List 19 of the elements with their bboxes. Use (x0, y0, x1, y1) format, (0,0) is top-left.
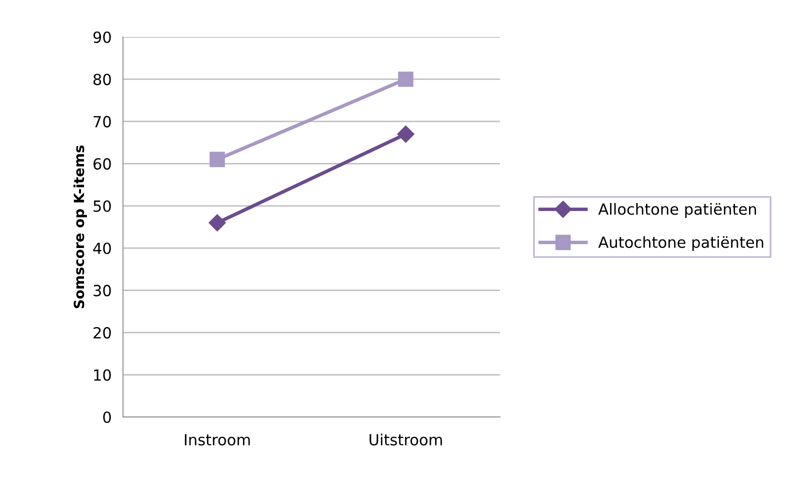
y-tick-label: 30 (94, 284, 111, 296)
y-tick-label: 0 (103, 411, 111, 424)
point (210, 152, 225, 168)
y-tick-label: 50 (94, 200, 111, 212)
y-tick-label: 10 (94, 369, 111, 381)
y-tick-label: 40 (93, 242, 111, 254)
legend-label: Allochtone patiënten (598, 203, 756, 218)
x-tick-label: Instroom (184, 434, 250, 446)
y-tick-label: 60 (94, 158, 111, 170)
y-axis-title: Somscore op K-items (73, 145, 87, 308)
y-tick-label: 70 (94, 116, 111, 128)
y-tick-label: 80 (93, 74, 111, 86)
point (398, 72, 414, 87)
x-tick-label: Uitstroom (370, 434, 442, 446)
y-tick-label: 20 (94, 327, 111, 339)
legend-label: Autochtone patiënten (598, 236, 764, 251)
point (397, 126, 414, 143)
point (208, 214, 226, 232)
y-tick-label: 90 (93, 31, 111, 44)
